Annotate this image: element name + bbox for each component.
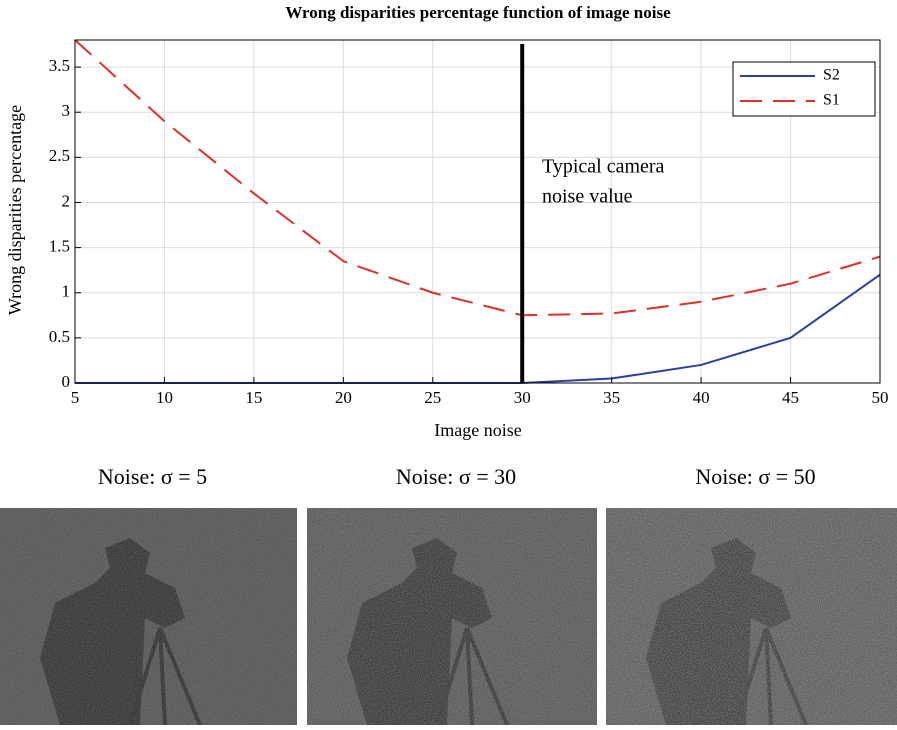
x-tick-label: 10 [156, 388, 173, 407]
noise [0, 508, 297, 725]
image-caption: Noise: σ = 30 [396, 464, 516, 489]
y-tick-label: 0.5 [49, 327, 70, 346]
noisy-image [307, 508, 597, 726]
noisy-image [606, 508, 897, 726]
x-axis-label: Image noise [434, 420, 521, 440]
noisy-image [0, 508, 297, 726]
series-line [74, 39, 881, 317]
y-tick-label: 3 [62, 101, 71, 120]
y-tick-label: 2.5 [49, 146, 70, 165]
legend-box [732, 61, 876, 117]
x-tick-label: 40 [693, 388, 710, 407]
y-tick-label: 2 [62, 191, 71, 210]
x-tick-label: 50 [872, 388, 889, 407]
annotation: Typical camera [542, 156, 665, 178]
image-caption: Noise: σ = 5 [98, 464, 207, 489]
chart-title: Wrong disparities percentage function of… [285, 3, 671, 22]
y-tick-label: 0 [62, 372, 71, 391]
image-caption: Noise: σ = 50 [695, 464, 815, 489]
x-tick-label: 20 [335, 388, 352, 407]
legend: S2 S1 [732, 61, 876, 117]
x-tick-label: 5 [71, 388, 80, 407]
x-tick-label: 25 [424, 388, 441, 407]
y-tick-label: 3.5 [49, 56, 70, 75]
x-tick-label: 30 [514, 388, 531, 407]
y-tick-label: 1.5 [49, 237, 70, 256]
y-axis-label: Wrong disparities percentage [5, 105, 25, 315]
noise [606, 508, 897, 725]
noise [307, 508, 597, 725]
x-tick-label: 35 [603, 388, 620, 407]
x-tick-label: 45 [782, 388, 799, 407]
axes-box [74, 39, 881, 384]
image-panels: Noise: σ = 5 Noise: σ = 30 Noise: σ = 50 [0, 464, 897, 726]
x-tick-label: 15 [245, 388, 262, 407]
y-tick-label: 1 [62, 282, 71, 301]
annotation: noise value [542, 186, 633, 208]
legend-label: S2 [823, 67, 840, 84]
legend-label: S1 [823, 92, 840, 109]
